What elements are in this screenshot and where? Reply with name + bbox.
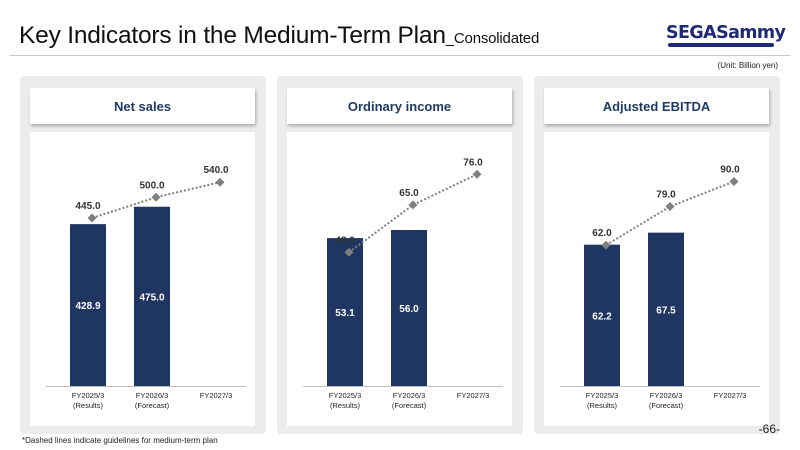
page-title: Key Indicators in the Medium-Term Plan_C… bbox=[19, 22, 539, 50]
guideline-marker bbox=[87, 213, 97, 223]
logo-wordmark: SEGASammy bbox=[666, 23, 786, 43]
category-label: FY2026/3 (Forecast) bbox=[135, 391, 170, 410]
bar-value-label: 475.0 bbox=[139, 292, 164, 303]
bar bbox=[584, 244, 620, 386]
category-label: FY2027/3 bbox=[714, 391, 747, 400]
page-number: -66- bbox=[758, 422, 780, 436]
chart-title: Adjusted EBITDA bbox=[602, 98, 711, 114]
panel-net-sales: Net sales 428.9 475.0 445.0 500.0 540.0 FY202… bbox=[20, 76, 266, 434]
guideline bbox=[605, 180, 735, 247]
guideline-marker bbox=[601, 240, 611, 250]
title-divider bbox=[10, 55, 790, 56]
bar bbox=[391, 230, 427, 386]
panel-ordinary-income: Ordinary income 53.1 56.0 48.0 65.0 76.0 FY20… bbox=[277, 76, 523, 434]
segasammy-logo: SEGASammy bbox=[666, 23, 786, 48]
bar-value-label: 67.5 bbox=[656, 305, 676, 316]
bar bbox=[648, 232, 684, 386]
panel-header: Adjusted EBITDA bbox=[544, 88, 769, 124]
guideline-marker bbox=[344, 247, 354, 257]
category-label: FY2026/3 (Forecast) bbox=[392, 391, 427, 410]
logo-swoosh bbox=[668, 43, 774, 47]
chart-area: 53.1 56.0 48.0 65.0 76.0 FY2025/3 (Results) FY2… bbox=[287, 132, 512, 426]
guideline-value-label: 65.0 bbox=[399, 188, 419, 199]
chart-title: Ordinary income bbox=[347, 98, 452, 114]
guideline-value-label: 540.0 bbox=[203, 165, 228, 176]
panel-header: Ordinary income bbox=[287, 88, 512, 124]
guideline-value-label: 79.0 bbox=[656, 190, 676, 201]
chart-area: 428.9 475.0 445.0 500.0 540.0 FY2025/3 (Result… bbox=[30, 132, 255, 426]
guideline-value-label: 62.0 bbox=[592, 228, 612, 239]
guideline-marker bbox=[729, 177, 739, 187]
net-sales-chart: 428.9 475.0 445.0 500.0 540.0 FY2025/3 (Result… bbox=[46, 165, 246, 410]
guideline-marker bbox=[472, 169, 482, 179]
page-title-sub: _Consolidated bbox=[445, 30, 540, 47]
ordinary-income-chart: 53.1 56.0 48.0 65.0 76.0 FY2025/3 (Results) FY2… bbox=[303, 157, 503, 410]
guideline-marker bbox=[665, 202, 675, 212]
category-label: FY2025/3 (Results) bbox=[586, 391, 619, 410]
panel-adjusted-ebitda: Adjusted EBITDA 62.2 67.5 62.0 79.0 90.0 FY20… bbox=[534, 76, 780, 434]
page-title-main: Key Indicators in the Medium-Term Plan bbox=[19, 22, 446, 49]
footnote: *Dashed lines indicate guidelines for me… bbox=[22, 436, 218, 445]
bar-value-label: 62.2 bbox=[592, 311, 612, 322]
bar-value-label: 428.9 bbox=[75, 301, 100, 312]
category-label: FY2027/3 bbox=[200, 391, 233, 400]
category-label: FY2025/3 (Results) bbox=[329, 391, 362, 410]
category-label: FY2025/3 (Results) bbox=[72, 391, 105, 410]
guideline-value-label: 90.0 bbox=[720, 165, 740, 176]
category-label: FY2026/3 (Forecast) bbox=[649, 391, 684, 410]
panel-header: Net sales bbox=[30, 88, 255, 124]
bar bbox=[134, 206, 170, 386]
guideline-value-label: 48.0 bbox=[335, 235, 355, 246]
bar-value-label: 53.1 bbox=[335, 308, 355, 319]
guideline-value-label: 500.0 bbox=[139, 180, 164, 191]
bar bbox=[327, 238, 363, 386]
guideline-marker bbox=[151, 192, 161, 202]
chart-title: Net sales bbox=[113, 98, 172, 114]
bar-value-label: 56.0 bbox=[399, 304, 419, 315]
guideline-value-label: 76.0 bbox=[463, 157, 483, 168]
unit-note: (Unit: Billion yen) bbox=[717, 61, 778, 70]
chart-area: 62.2 67.5 62.0 79.0 90.0 FY2025/3 (Results) FY2… bbox=[544, 132, 769, 426]
guideline-marker bbox=[215, 177, 225, 187]
bar bbox=[70, 224, 106, 386]
guideline-value-label: 445.0 bbox=[75, 201, 100, 212]
guideline-marker bbox=[408, 200, 418, 210]
category-label: FY2027/3 bbox=[457, 391, 490, 400]
adjusted-ebitda-chart: 62.2 67.5 62.0 79.0 90.0 FY2025/3 (Results) FY2… bbox=[560, 165, 760, 410]
